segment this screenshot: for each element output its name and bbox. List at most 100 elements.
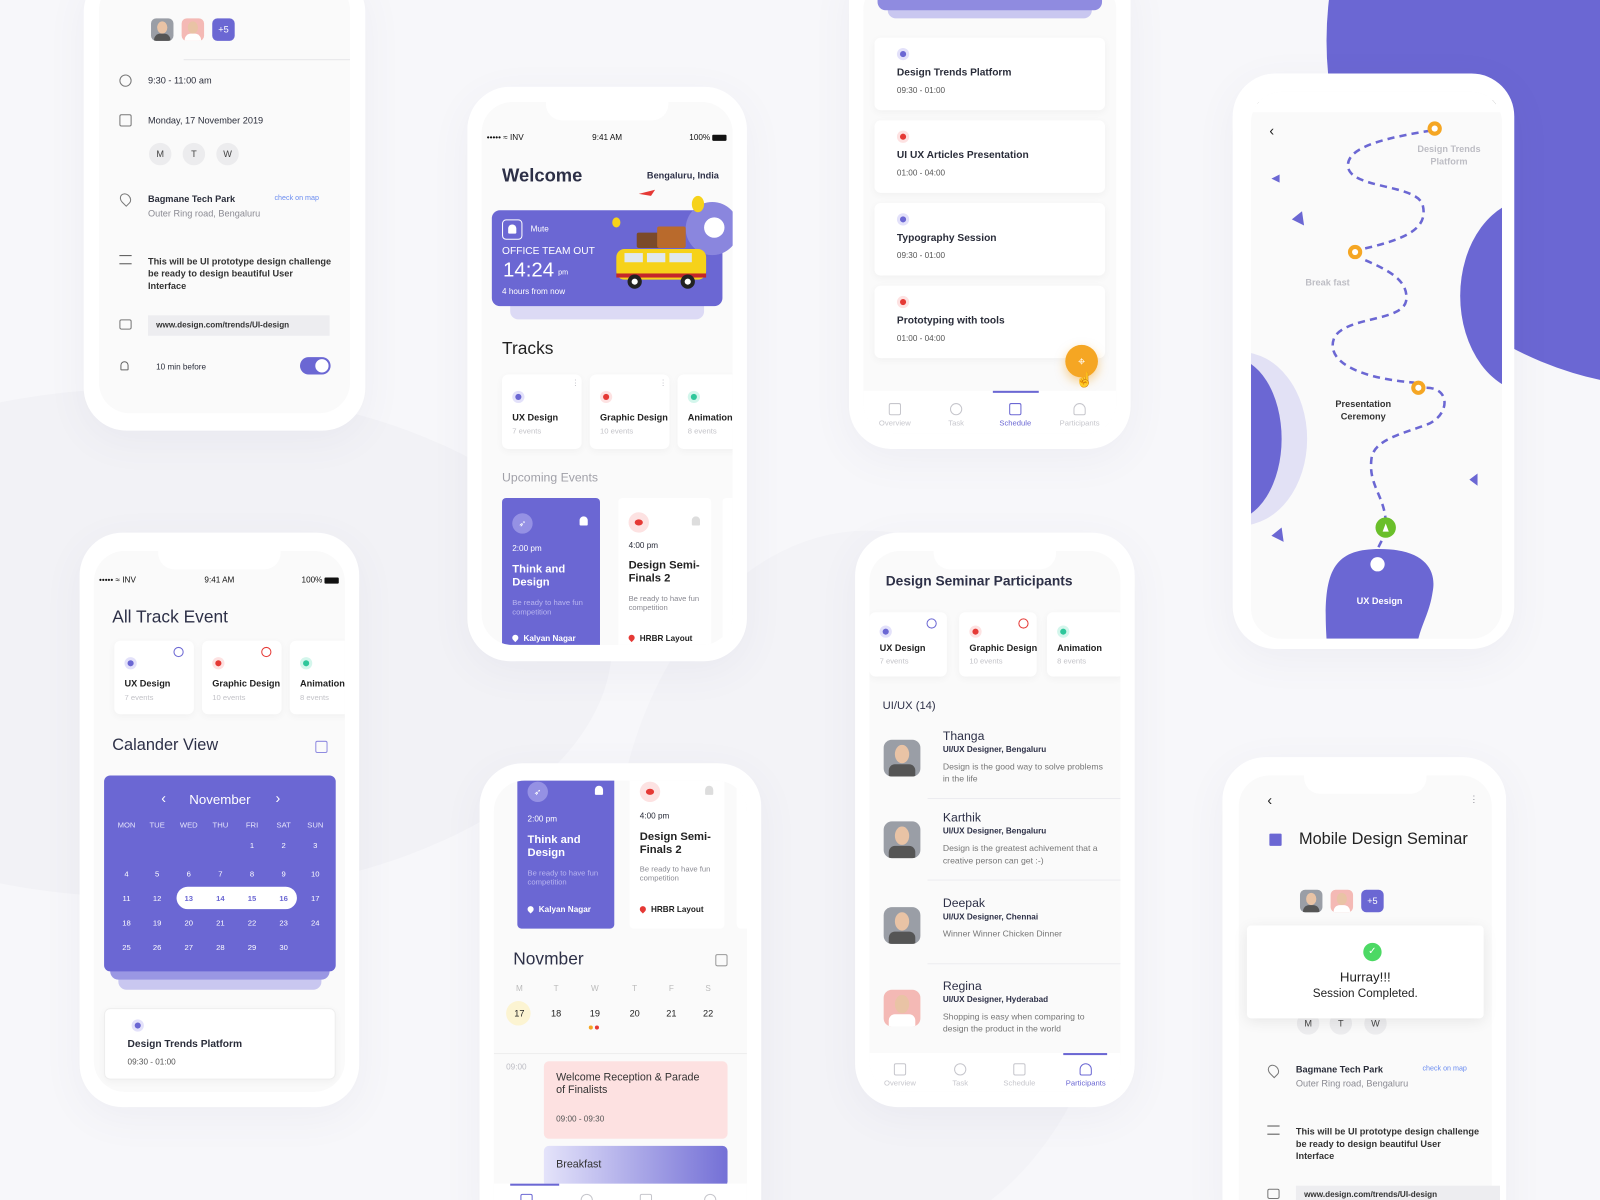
bell-icon[interactable] — [579, 516, 588, 526]
calendar-day[interactable]: 12 — [152, 893, 162, 904]
tab-schedule[interactable]: Schedule — [985, 403, 1046, 428]
office-team-out-banner[interactable]: Mute OFFICE TEAM OUT 14:24 pm 4 hours fr… — [491, 189, 733, 307]
day-chip[interactable]: T — [182, 142, 206, 166]
participant-row[interactable]: Regina UI/UX Designer, Hyderabad Shopping … — [869, 977, 1120, 1057]
event-card-design-semi-finals[interactable]: 4:00 pm Design Semi-Finals 2 Be ready to… — [618, 497, 712, 645]
agenda-item[interactable]: Breakfast — [543, 1145, 728, 1187]
calendar-day[interactable]: 29 — [247, 942, 257, 953]
select-radio[interactable] — [173, 646, 184, 658]
calendar-day[interactable]: 15 — [247, 893, 257, 904]
tab-schedule[interactable]: Schedule — [989, 1063, 1050, 1088]
select-radio[interactable] — [926, 618, 937, 629]
tab-overview[interactable] — [496, 1193, 557, 1200]
week-date[interactable]: 19 — [589, 1008, 600, 1019]
calendar-day[interactable]: 18 — [122, 918, 131, 928]
avatar[interactable] — [1330, 889, 1354, 913]
calendar-day[interactable]: 14 — [216, 893, 225, 904]
calendar-day[interactable]: 7 — [218, 869, 223, 879]
location-label[interactable]: Bengaluru, India — [646, 170, 719, 181]
tab-task[interactable] — [556, 1193, 617, 1200]
schedule-item[interactable]: UI UX Articles Presentation 01:00 - 04:0… — [874, 120, 1106, 193]
calendar-day[interactable]: 16 — [279, 893, 288, 904]
participant-row[interactable]: Deepak UI/UX Designer, Chennai Winner Winn… — [869, 894, 1121, 974]
calendar-day[interactable]: 5 — [155, 869, 160, 879]
day-chip[interactable]: W — [216, 142, 239, 166]
calendar-icon[interactable] — [715, 954, 728, 967]
week-date[interactable]: 18 — [551, 1008, 562, 1019]
calendar-day[interactable]: 3 — [313, 840, 318, 850]
calendar-day[interactable]: 22 — [247, 918, 257, 928]
calendar-day[interactable]: 10 — [311, 869, 320, 879]
track-card-graphic-design[interactable]: Graphic Design 10 events — [959, 612, 1037, 677]
week-date[interactable]: 17 — [514, 1008, 525, 1019]
more-attendees-badge[interactable]: +5 — [1361, 889, 1384, 913]
calendar-day[interactable]: 2 — [281, 840, 286, 850]
calendar-icon[interactable] — [315, 740, 328, 754]
bell-icon[interactable] — [502, 219, 523, 240]
calendar-day[interactable]: 24 — [311, 918, 320, 928]
week-date[interactable]: 20 — [629, 1008, 640, 1019]
track-card-ux-design[interactable]: UX Design 7 events — [114, 640, 194, 715]
next-month-button[interactable]: › — [275, 789, 281, 807]
calendar-day[interactable]: 8 — [249, 869, 255, 879]
event-card-think-and-design[interactable]: ➶ 2:00 pm Think and Design Be ready to h… — [517, 780, 615, 929]
calendar-day[interactable]: 17 — [311, 893, 320, 904]
map-destination-label[interactable]: UX Design — [1356, 595, 1403, 607]
participant-row[interactable]: Thanga UI/UX Designer, Bengaluru Design is… — [869, 727, 1121, 807]
back-button[interactable]: ‹ — [1269, 122, 1275, 139]
tab-task[interactable]: Task — [926, 403, 987, 428]
tab-schedule[interactable] — [615, 1193, 676, 1200]
calendar-day[interactable]: 30 — [279, 942, 288, 953]
calendar-day[interactable]: 26 — [152, 942, 162, 953]
select-radio[interactable] — [1018, 618, 1029, 629]
bell-icon[interactable] — [691, 516, 700, 526]
more-icon[interactable]: ⋮ — [659, 378, 668, 388]
track-card-animation[interactable]: Animation 8 events — [1046, 612, 1121, 677]
route-map-fab[interactable]: ⌖ — [1065, 344, 1098, 378]
reminder-toggle[interactable] — [299, 357, 331, 375]
agenda-item[interactable]: Welcome Reception & Parade of Finalists … — [543, 1061, 728, 1139]
calendar-day[interactable]: 1 — [249, 840, 255, 850]
calendar-day[interactable]: 25 — [122, 942, 131, 953]
tab-overview[interactable]: Overview — [864, 403, 925, 428]
map-stop-label[interactable]: Break fast — [1305, 277, 1350, 288]
calendar-day[interactable]: 21 — [216, 918, 225, 928]
map-stop-label[interactable]: Design Trends Platform — [1417, 143, 1481, 167]
week-date[interactable]: 21 — [666, 1008, 677, 1019]
calendar-day[interactable]: 19 — [152, 918, 162, 928]
prev-month-button[interactable]: ‹ — [161, 789, 166, 807]
track-card-graphic-design[interactable]: Graphic Design 10 events — [202, 640, 282, 715]
day-chip[interactable]: M — [148, 142, 172, 166]
calendar-day[interactable]: 27 — [184, 942, 194, 953]
track-card-animation[interactable]: Animation 8 events — [677, 374, 733, 449]
track-card-ux-design[interactable]: UX Design 7 events — [869, 612, 947, 677]
check-on-map-link[interactable]: check on map — [1422, 1065, 1467, 1073]
calendar-day[interactable]: 20 — [184, 918, 194, 928]
avatar[interactable] — [151, 18, 174, 41]
calendar-day[interactable]: 9 — [281, 869, 286, 879]
schedule-item[interactable]: Design Trends Platform 09:30 - 01:00 — [874, 37, 1106, 111]
calendar-day[interactable]: 23 — [279, 918, 288, 928]
tab-participants[interactable]: Participants — [1049, 403, 1110, 428]
avatar[interactable] — [181, 18, 205, 41]
event-card-think-and-design[interactable]: ➶ 2:00 pm Think and Design Be ready to h… — [502, 497, 600, 645]
tab-task[interactable]: Task — [930, 1063, 991, 1088]
calendar-day[interactable]: 4 — [124, 869, 129, 879]
tab-overview[interactable]: Overview — [869, 1063, 930, 1088]
event-card[interactable] — [736, 780, 747, 929]
calendar-day[interactable]: 6 — [186, 869, 191, 879]
tab-participants[interactable]: Participants — [1055, 1063, 1116, 1088]
event-card[interactable] — [722, 497, 733, 645]
schedule-item[interactable]: Prototyping with tools 01:00 - 04:00 — [874, 285, 1106, 359]
event-card-design-semi-finals[interactable]: 4:00 pm Design Semi-Finals 2 Be ready to… — [629, 780, 725, 929]
more-menu-button[interactable]: ⋮ — [1469, 793, 1479, 805]
check-on-map-link[interactable]: check on map — [274, 194, 319, 203]
more-icon[interactable]: ⋮ — [571, 378, 580, 388]
calendar-day[interactable]: 13 — [184, 893, 194, 904]
more-attendees-badge[interactable]: +5 — [212, 18, 235, 41]
select-radio[interactable] — [261, 646, 272, 658]
participant-row[interactable]: Karthik UI/UX Designer, Bengaluru Design i… — [869, 808, 1121, 888]
meeting-url[interactable]: www.design.com/trends/UI-design — [147, 315, 330, 336]
calendar-day[interactable]: 11 — [122, 893, 131, 904]
next-event-card[interactable]: Design Trends Platform 09:30 - 01:00 — [104, 1008, 336, 1080]
